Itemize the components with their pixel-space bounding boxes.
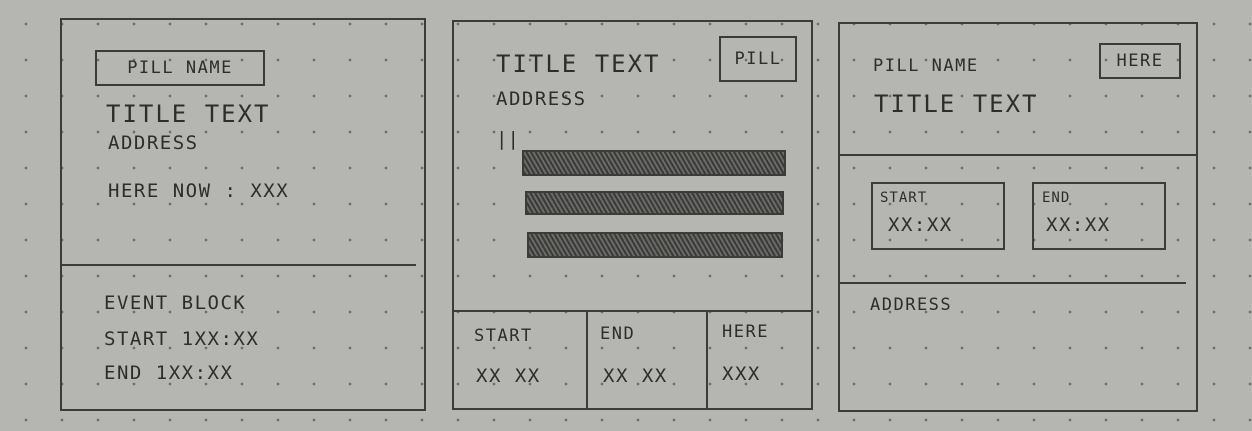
start-cell-label: START [474,326,533,346]
end-cell-value: XX XX [603,365,668,387]
end-time-box [1032,182,1166,250]
card3-divider-bottom [840,282,1186,284]
address-text: ADDRESS [496,88,587,110]
start-time-box [871,182,1005,250]
pill-name-text: PILL NAME [873,56,979,76]
end-time-value: XX:XX [1046,214,1111,236]
pill-name-badge[interactable]: PILL NAME [95,50,265,86]
here-button-label: HERE [1116,51,1164,71]
title-text: TITLE TEXT [874,90,1039,118]
here-now-text: HERE NOW : XXX [108,180,290,202]
wireframe-card-1 [60,18,426,411]
event-start-text: START 1XX:XX [104,328,260,350]
placeholder-bar [522,150,786,176]
placeholder-bar [525,191,784,215]
end-cell-label: END [600,324,636,344]
cell-divider [706,312,708,410]
here-button[interactable]: HERE [1099,43,1181,79]
start-time-value: XX:XX [888,214,953,236]
here-cell-label: HERE [722,322,769,342]
title-text: TITLE TEXT [496,50,661,78]
end-time-label: END [1042,190,1071,206]
wireframe-card-2 [452,20,813,410]
event-block-heading: EVENT BLOCK [104,292,247,314]
address-text: ADDRESS [870,295,953,315]
start-time-label: START [880,190,928,206]
cell-divider [586,312,588,410]
pill-label: PILL [734,49,782,69]
address-text: ADDRESS [108,132,199,154]
pill-name-label: PILL NAME [127,58,233,78]
start-cell-value: XX XX [476,365,541,387]
card1-divider [60,264,416,266]
card3-divider-top [840,154,1196,156]
wireframe-card-3 [838,22,1198,412]
card2-divider [452,310,811,312]
placeholder-bar [527,232,783,258]
event-end-text: END 1XX:XX [104,362,234,384]
title-text: TITLE TEXT [106,100,271,128]
pill-badge[interactable]: PILL [719,36,797,82]
here-cell-value: XXX [722,363,761,385]
list-marker: || [496,128,519,150]
